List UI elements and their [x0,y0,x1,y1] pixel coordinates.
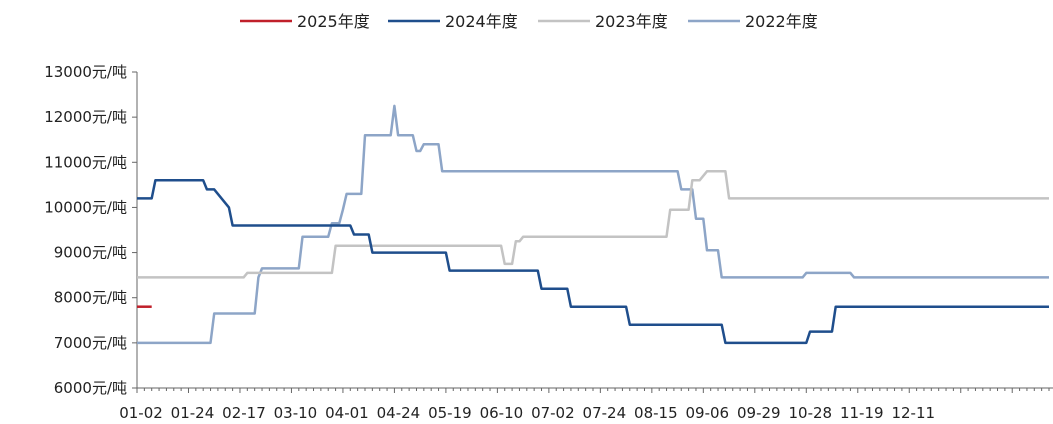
legend-label-2022: 2022年度 [745,12,818,31]
y-tick-label: 8000元/吨 [54,289,127,307]
y-tick-label: 12000元/吨 [44,108,127,126]
plot-area [137,104,1049,345]
x-tick-label: 01-24 [171,404,215,422]
x-tick-label: 06-10 [480,404,524,422]
x-tick-label: 08-15 [634,404,678,422]
x-tick-label: 12-11 [891,404,935,422]
y-tick-label: 9000元/吨 [54,244,127,262]
y-tick-label: 11000元/吨 [44,153,127,171]
x-tick-label: 03-10 [274,404,318,422]
y-tick-label: 10000元/吨 [44,198,127,216]
series-line-2022 [137,104,1049,345]
legend: 2025年度 2024年度 2023年度 2022年度 [240,12,818,31]
x-tick-label: 07-24 [583,404,627,422]
series-line-2023 [137,170,1049,279]
x-tick-label: 07-02 [531,404,575,422]
series-line-2024 [137,179,1049,345]
legend-item-2022: 2022年度 [688,12,818,31]
y-tick-label: 7000元/吨 [54,334,127,352]
legend-label-2024: 2024年度 [445,12,518,31]
x-tick-label: 09-29 [737,404,781,422]
legend-item-2025: 2025年度 [240,12,370,31]
y-axis: 13000元/吨 12000元/吨 11000元/吨 10000元/吨 9000元/吨 8… [44,63,138,397]
legend-label-2023: 2023年度 [595,12,668,31]
x-tick-label: 04-24 [377,404,421,422]
x-tick-label: 09-06 [686,404,730,422]
legend-item-2023: 2023年度 [538,12,668,31]
y-tick-label: 6000元/吨 [54,379,127,397]
x-tick-label: 10-28 [788,404,832,422]
y-tick-label: 13000元/吨 [44,63,127,81]
x-tick-label: 04-01 [325,404,369,422]
legend-item-2024: 2024年度 [388,12,518,31]
x-tick-label: 02-17 [222,404,266,422]
x-tick-label: 11-19 [840,404,884,422]
x-tick-label: 01-02 [119,404,163,422]
x-tick-label: 05-19 [428,404,472,422]
x-axis: 01-02 01-24 02-17 03-10 04-01 04-24 05-19 06-10… [119,387,1053,422]
legend-label-2025: 2025年度 [297,12,370,31]
